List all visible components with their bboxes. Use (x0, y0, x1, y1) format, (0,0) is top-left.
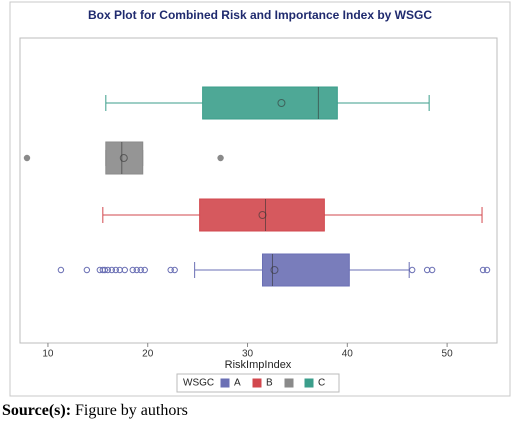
x-tick-label: 20 (142, 349, 154, 360)
x-tick-label: 30 (242, 349, 254, 360)
outlier (101, 266, 109, 274)
legend-label: C (318, 378, 325, 389)
box (202, 86, 338, 120)
mean (270, 266, 279, 274)
caption-label: Source(s): (2, 402, 72, 419)
outlier (479, 266, 487, 274)
legend-swatch (252, 378, 262, 388)
legend-title: WSGC (183, 378, 214, 389)
box (261, 253, 350, 287)
legend-swatch (220, 378, 230, 388)
caption: Source(s): Figure by authors (2, 402, 188, 420)
outlier (141, 266, 148, 274)
outlier (104, 266, 112, 274)
x-axis-label: RiskImpIndex (225, 359, 292, 371)
outlier (171, 266, 178, 274)
plot-frame (19, 37, 498, 344)
mean (277, 99, 286, 107)
box (105, 141, 144, 175)
outlier (23, 154, 31, 162)
outlier (137, 266, 144, 274)
x-tick-label: 50 (442, 349, 454, 360)
chart-frame (9, 1, 511, 397)
outlier (217, 154, 224, 162)
box (199, 198, 325, 232)
x-tick-label: 40 (342, 349, 354, 360)
caption-text: Figure by authors (75, 402, 188, 419)
outlier (83, 266, 91, 274)
chart: Box Plot for Combined Risk and Importanc… (9, 1, 511, 397)
outlier (428, 266, 436, 274)
legend-frame (176, 373, 340, 393)
outlier (133, 266, 140, 274)
legend-label: A (234, 378, 241, 389)
mean (119, 154, 128, 162)
outlier (112, 266, 119, 274)
outlier (483, 266, 491, 274)
outlier (167, 266, 174, 274)
outlier (129, 266, 136, 274)
outlier (408, 266, 416, 274)
legend-swatch (304, 378, 314, 388)
x-tick-label: 10 (42, 349, 54, 360)
legend-label: B (266, 378, 273, 389)
chart-title: Box Plot for Combined Risk and Importanc… (88, 8, 432, 22)
mean (258, 211, 267, 219)
outlier (108, 266, 116, 274)
outlier (121, 266, 128, 274)
legend-swatch (284, 378, 294, 388)
outlier (57, 266, 65, 274)
